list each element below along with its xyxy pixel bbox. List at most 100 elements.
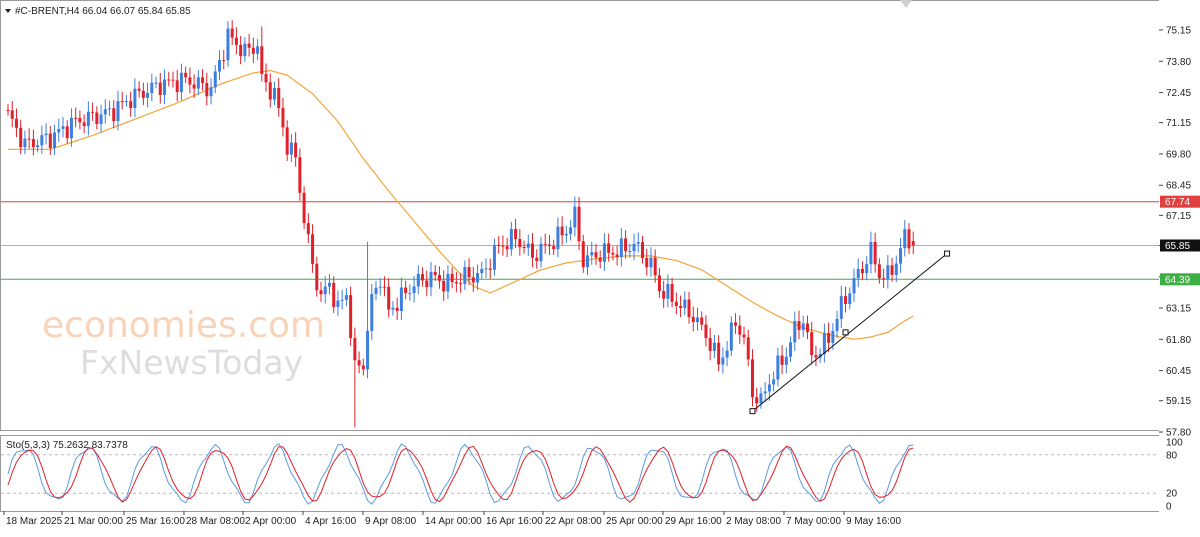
candle-bear	[598, 257, 602, 262]
candle-bear	[158, 82, 162, 95]
candle-bear	[670, 283, 674, 302]
stochastic-scale-label: 20	[1166, 489, 1178, 500]
candle-bull	[272, 87, 276, 100]
candle-bull	[763, 391, 767, 394]
candle-bull	[40, 135, 44, 146]
candle-bear	[82, 122, 86, 127]
candle-bull	[721, 357, 725, 365]
candle-bull	[256, 46, 260, 54]
x-tick-label: 14 Apr 00:00	[425, 516, 482, 527]
trendline-handle[interactable]	[842, 329, 849, 336]
candle-bear	[814, 355, 818, 358]
candle-bull	[327, 282, 331, 287]
candle-bear	[755, 397, 759, 404]
candle-bull	[86, 111, 90, 127]
candle-bear	[581, 241, 585, 268]
candle-bear	[704, 324, 708, 339]
resistance-level-label: 67.74	[1165, 197, 1190, 208]
candle-bull	[869, 241, 873, 265]
candle-bear	[306, 223, 310, 235]
candle-bull	[586, 255, 590, 268]
stochastic-scale-label: 80	[1166, 450, 1178, 461]
candle-bear	[349, 295, 353, 339]
candle-bull	[767, 384, 771, 392]
candle-bear	[137, 88, 141, 91]
candle-bear	[129, 101, 133, 108]
candle-bear	[641, 242, 644, 259]
trendline-handle[interactable]	[944, 250, 951, 257]
candle-bear	[192, 84, 196, 89]
x-tick-label: 9 Apr 08:00	[365, 516, 417, 527]
candle-bull	[729, 322, 733, 351]
candle-bear	[188, 77, 192, 85]
candle-bear	[48, 133, 52, 148]
candle-bear	[353, 338, 357, 361]
candle-bull	[573, 206, 577, 228]
candle-bull	[399, 287, 403, 311]
candle-bear	[247, 43, 251, 48]
candle-bull	[154, 82, 158, 84]
candle-bear	[171, 79, 175, 81]
candle-bull	[903, 229, 907, 249]
candle-bull	[894, 263, 898, 275]
candle-bear	[421, 274, 425, 281]
candle-bear	[91, 111, 95, 113]
candle-bull	[344, 295, 348, 300]
watermark-economies: economies.com	[42, 305, 325, 346]
candle-bear	[382, 286, 386, 288]
candle-bull	[569, 227, 573, 234]
candle-bull	[492, 245, 496, 270]
candle-bull	[99, 114, 103, 124]
candle-bear	[201, 77, 205, 84]
candle-bull	[886, 265, 890, 280]
candle-bear	[844, 296, 848, 304]
y-tick-label: 60.45	[1166, 366, 1191, 377]
candle-bear	[657, 275, 661, 292]
candle-bear	[543, 243, 547, 245]
candle-bull	[556, 226, 560, 250]
candle-bull	[213, 71, 217, 88]
candle-bear	[734, 322, 738, 326]
candle-bull	[218, 60, 221, 72]
x-tick-label: 2 May 08:00	[726, 516, 781, 527]
candle-bull	[683, 299, 687, 308]
x-tick-label: 21 Mar 00:00	[64, 516, 123, 527]
candle-bear	[319, 290, 323, 295]
candle-bear	[522, 247, 526, 249]
candle-bear	[234, 37, 238, 45]
candle-bull	[133, 88, 137, 108]
candle-bull	[539, 243, 543, 262]
candle-bear	[74, 117, 78, 119]
chart-shift-icon[interactable]	[900, 0, 912, 8]
candle-bear	[738, 325, 742, 335]
candle-bear	[797, 321, 801, 330]
candle-bear	[95, 112, 99, 124]
candle-bull	[57, 128, 61, 133]
candle-bear	[873, 241, 877, 265]
chevron-down-icon[interactable]	[5, 9, 11, 13]
candle-bear	[184, 72, 188, 78]
indicator-pane-frame	[0, 435, 1160, 512]
candle-bull	[564, 233, 568, 236]
trendline-line[interactable]	[752, 253, 948, 412]
candle-bear	[387, 286, 391, 310]
candle-bull	[44, 133, 48, 136]
candle-bull	[36, 145, 40, 148]
indicator-label: Sto(5,3,3) 75.2632 83.7378	[6, 440, 128, 451]
candle-bear	[65, 126, 69, 139]
candle-bear	[547, 244, 551, 247]
candle-bear	[205, 83, 209, 97]
x-tick-label: 25 Mar 16:00	[126, 516, 185, 527]
candle-bear	[14, 118, 18, 128]
candle-bull	[628, 250, 632, 252]
candle-bull	[69, 117, 73, 139]
candle-bear	[501, 245, 505, 247]
candle-bull	[839, 296, 843, 319]
candle-bull	[801, 323, 805, 330]
trendline-handle[interactable]	[749, 408, 756, 415]
candle-bull	[163, 79, 167, 95]
y-tick-label: 68.45	[1166, 181, 1191, 192]
candle-bull	[590, 252, 594, 256]
candle-bear	[691, 316, 695, 323]
stochastic-scale-label: 0	[1166, 502, 1172, 513]
